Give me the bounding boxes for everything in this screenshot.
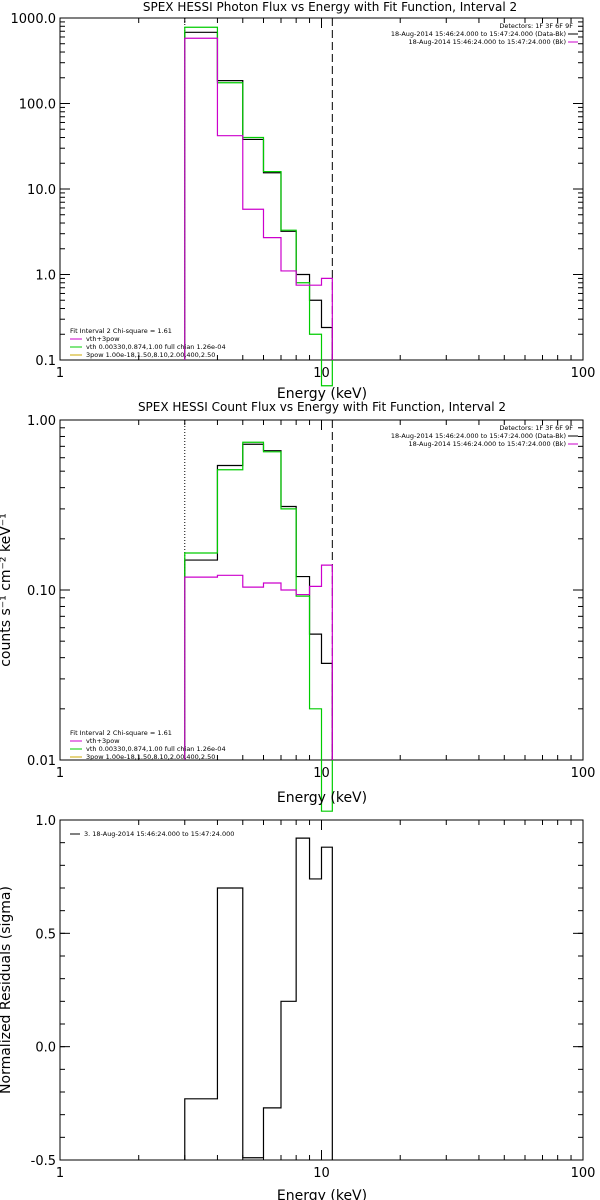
legend-bk-label: 18-Aug-2014 15:46:24.000 to 15:47:24.000… bbox=[409, 440, 566, 448]
legend-data-bk-label: 18-Aug-2014 15:46:24.000 to 15:47:24.000… bbox=[391, 432, 566, 440]
x-axis-label: Energy (keV) bbox=[277, 386, 367, 402]
y-tick-label: 0.0 bbox=[35, 1041, 56, 1056]
fit-legend-total: vth+3pow bbox=[86, 737, 120, 745]
fit-range-markers bbox=[184, 18, 333, 360]
residual-series bbox=[184, 837, 333, 1160]
step-series-line bbox=[184, 31, 333, 360]
fit-legend-vth: vth 0.00330,0.874,1.00 full chian 1.26e-… bbox=[86, 745, 226, 753]
step-series-line bbox=[184, 26, 333, 387]
x-tick-label: 1 bbox=[56, 766, 64, 781]
legend-data-bk-label: 18-Aug-2014 15:46:24.000 to 15:47:24.000… bbox=[391, 30, 566, 38]
x-tick-label: 100 bbox=[571, 366, 596, 381]
y-tick-label: 0.5 bbox=[35, 927, 56, 942]
step-series-line bbox=[184, 837, 333, 1160]
x-axis: 1 10 100 bbox=[56, 420, 596, 781]
y-tick-label: 0.01 bbox=[27, 754, 56, 769]
fit-legend-title: Fit Interval 2 Chi-square = 1.61 bbox=[70, 327, 172, 335]
y-axis-label: Normalized Residuals (sigma) bbox=[0, 886, 14, 1094]
fit-legend-title: Fit Interval 2 Chi-square = 1.61 bbox=[70, 729, 172, 737]
detectors-label: Detectors: 1F 3F 6F 9F bbox=[499, 424, 573, 432]
y-tick-label: 1.00 bbox=[27, 414, 56, 429]
fit-legend-total: vth+3pow bbox=[86, 335, 120, 343]
x-tick-label: 1 bbox=[56, 366, 64, 381]
count-flux-panel: SPEX HESSI Count Flux vs Energy with Fit… bbox=[0, 400, 596, 812]
y-tick-label: 0.10 bbox=[27, 584, 56, 599]
y-tick-label: 0.1 bbox=[35, 354, 56, 369]
residual-legend-label: 3. 18-Aug-2014 15:46:24.000 to 15:47:24.… bbox=[84, 830, 234, 838]
detectors-label: Detectors: 1F 3F 6F 9F bbox=[499, 22, 573, 30]
y-tick-label: 1.0 bbox=[35, 814, 56, 829]
spectrum-series bbox=[184, 441, 333, 812]
x-tick-label: 100 bbox=[571, 766, 596, 781]
y-tick-label: 1.0 bbox=[35, 269, 56, 284]
step-series-line bbox=[184, 564, 333, 760]
y-axis-label: counts s⁻¹ cm⁻² keV⁻¹ bbox=[0, 513, 14, 667]
fit-legend-3pow: 3pow 1.00e-18,1.50,8.10,2.00,400,2.50 bbox=[86, 753, 215, 761]
photon-flux-panel: SPEX HESSI Photon Flux vs Energy with Fi… bbox=[11, 0, 596, 402]
x-axis-label: Energy (keV) bbox=[277, 1188, 367, 1200]
fit-legend-3pow: 3pow 1.00e-18,1.50,8.10,2.00,400,2.50 bbox=[86, 351, 215, 359]
y-axis: -0.5 0.0 0.5 1.0 bbox=[31, 814, 583, 1169]
y-tick-label: -0.5 bbox=[31, 1154, 56, 1169]
chart-title: SPEX HESSI Photon Flux vs Energy with Fi… bbox=[143, 0, 517, 14]
chart-title: SPEX HESSI Count Flux vs Energy with Fit… bbox=[138, 400, 506, 414]
step-series-line bbox=[184, 441, 333, 812]
x-axis-label: Energy (keV) bbox=[277, 790, 367, 806]
y-tick-label: 10.0 bbox=[27, 183, 56, 198]
fit-legend-vth: vth 0.00330,0.874,1.00 full chian 1.26e-… bbox=[86, 343, 226, 351]
x-tick-label: 100 bbox=[571, 1166, 596, 1181]
residuals-panel: -0.5 0.0 0.5 1.0 1 10 100 Energy (keV) Normal… bbox=[0, 814, 595, 1200]
x-axis: 1 10 100 bbox=[56, 820, 596, 1181]
spectrum-series bbox=[184, 26, 333, 387]
x-tick-label: 10 bbox=[313, 1166, 330, 1181]
step-series-line bbox=[184, 37, 333, 360]
y-axis: 0.1 1.0 10.0 100.0 1000.0 bbox=[11, 12, 583, 369]
legend-bk-label: 18-Aug-2014 15:46:24.000 to 15:47:24.000… bbox=[409, 38, 566, 46]
x-tick-label: 1 bbox=[56, 1166, 64, 1181]
y-axis: 0.01 0.10 1.00 bbox=[27, 414, 583, 769]
y-tick-label: 100.0 bbox=[19, 98, 56, 113]
step-series-line bbox=[184, 443, 333, 760]
y-tick-label: 1000.0 bbox=[11, 12, 57, 27]
